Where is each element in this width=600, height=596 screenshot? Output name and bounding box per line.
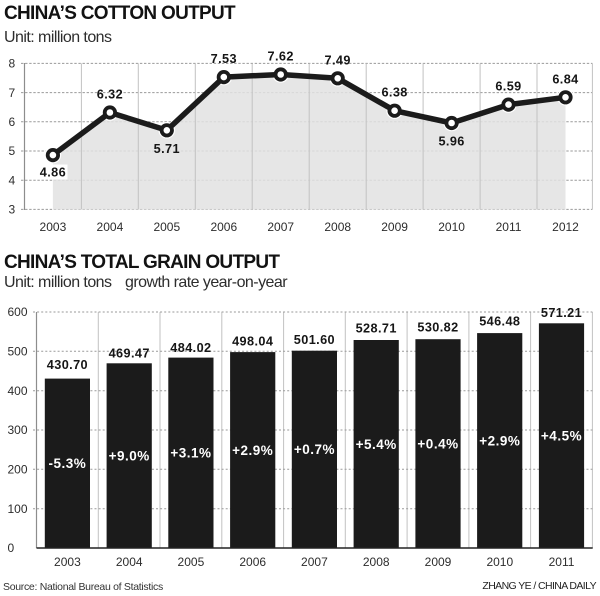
svg-text:2003: 2003 xyxy=(40,220,67,234)
svg-text:-5.3%: -5.3% xyxy=(49,456,87,471)
svg-text:2008: 2008 xyxy=(324,220,351,234)
svg-text:200: 200 xyxy=(8,463,28,477)
svg-text:+0.4%: +0.4% xyxy=(417,436,458,451)
svg-text:2010: 2010 xyxy=(438,220,465,234)
svg-text:498.04: 498.04 xyxy=(232,335,273,349)
svg-text:501.60: 501.60 xyxy=(294,333,335,347)
svg-text:+2.9%: +2.9% xyxy=(479,433,520,448)
svg-text:2005: 2005 xyxy=(178,555,205,569)
svg-text:6.38: 6.38 xyxy=(381,86,407,100)
svg-text:6: 6 xyxy=(9,115,16,129)
svg-text:2004: 2004 xyxy=(97,220,124,234)
svg-text:5: 5 xyxy=(9,144,16,158)
svg-text:530.82: 530.82 xyxy=(417,321,458,335)
svg-text:430.70: 430.70 xyxy=(47,358,88,372)
svg-text:2009: 2009 xyxy=(425,555,452,569)
svg-text:+9.0%: +9.0% xyxy=(109,449,150,464)
svg-text:5.71: 5.71 xyxy=(154,142,180,156)
svg-text:2006: 2006 xyxy=(210,220,237,234)
svg-text:+5.4%: +5.4% xyxy=(356,437,397,452)
svg-text:8: 8 xyxy=(9,57,16,71)
svg-text:7.53: 7.53 xyxy=(211,52,237,66)
svg-text:2007: 2007 xyxy=(301,555,328,569)
svg-text:484.02: 484.02 xyxy=(170,341,211,355)
svg-text:4: 4 xyxy=(9,173,16,187)
svg-text:2011: 2011 xyxy=(549,555,575,569)
svg-text:469.47: 469.47 xyxy=(109,347,150,361)
svg-text:7: 7 xyxy=(9,86,16,100)
svg-text:600: 600 xyxy=(8,305,28,319)
svg-text:528.71: 528.71 xyxy=(356,322,397,336)
svg-text:2005: 2005 xyxy=(153,220,180,234)
svg-text:6.84: 6.84 xyxy=(552,72,578,86)
svg-text:+3.1%: +3.1% xyxy=(170,446,211,461)
svg-text:571.21: 571.21 xyxy=(541,306,582,320)
svg-text:500: 500 xyxy=(8,345,28,359)
svg-text:400: 400 xyxy=(8,384,28,398)
svg-text:7.62: 7.62 xyxy=(268,50,294,64)
svg-text:2004: 2004 xyxy=(116,555,143,569)
svg-text:546.48: 546.48 xyxy=(479,315,520,329)
svg-text:100: 100 xyxy=(8,502,28,516)
svg-text:5.96: 5.96 xyxy=(438,135,464,149)
svg-text:6.32: 6.32 xyxy=(97,88,123,102)
svg-text:+4.5%: +4.5% xyxy=(541,429,582,444)
svg-text:6.59: 6.59 xyxy=(495,80,521,94)
svg-text:3: 3 xyxy=(9,203,16,217)
svg-text:2012: 2012 xyxy=(552,220,579,234)
svg-text:+0.7%: +0.7% xyxy=(294,442,335,457)
svg-text:2008: 2008 xyxy=(363,555,390,569)
svg-text:300: 300 xyxy=(8,423,28,437)
svg-text:2011: 2011 xyxy=(496,220,522,234)
svg-text:7.49: 7.49 xyxy=(325,53,351,67)
svg-text:4.86: 4.86 xyxy=(40,166,66,180)
svg-text:2003: 2003 xyxy=(54,555,81,569)
svg-text:2010: 2010 xyxy=(486,555,513,569)
svg-text:0: 0 xyxy=(8,541,15,555)
svg-text:2009: 2009 xyxy=(381,220,408,234)
svg-text:+2.9%: +2.9% xyxy=(232,443,273,458)
svg-text:2006: 2006 xyxy=(239,555,266,569)
svg-text:2007: 2007 xyxy=(267,220,294,234)
